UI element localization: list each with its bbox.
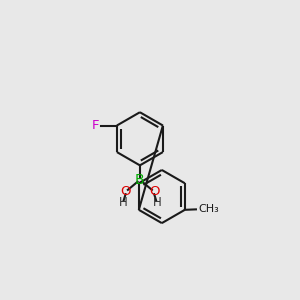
- Text: O: O: [149, 185, 160, 198]
- Text: H: H: [118, 196, 127, 209]
- Text: B: B: [135, 173, 145, 187]
- Text: CH₃: CH₃: [199, 204, 220, 214]
- Text: F: F: [92, 119, 99, 132]
- Text: O: O: [120, 185, 131, 198]
- Text: H: H: [153, 196, 161, 209]
